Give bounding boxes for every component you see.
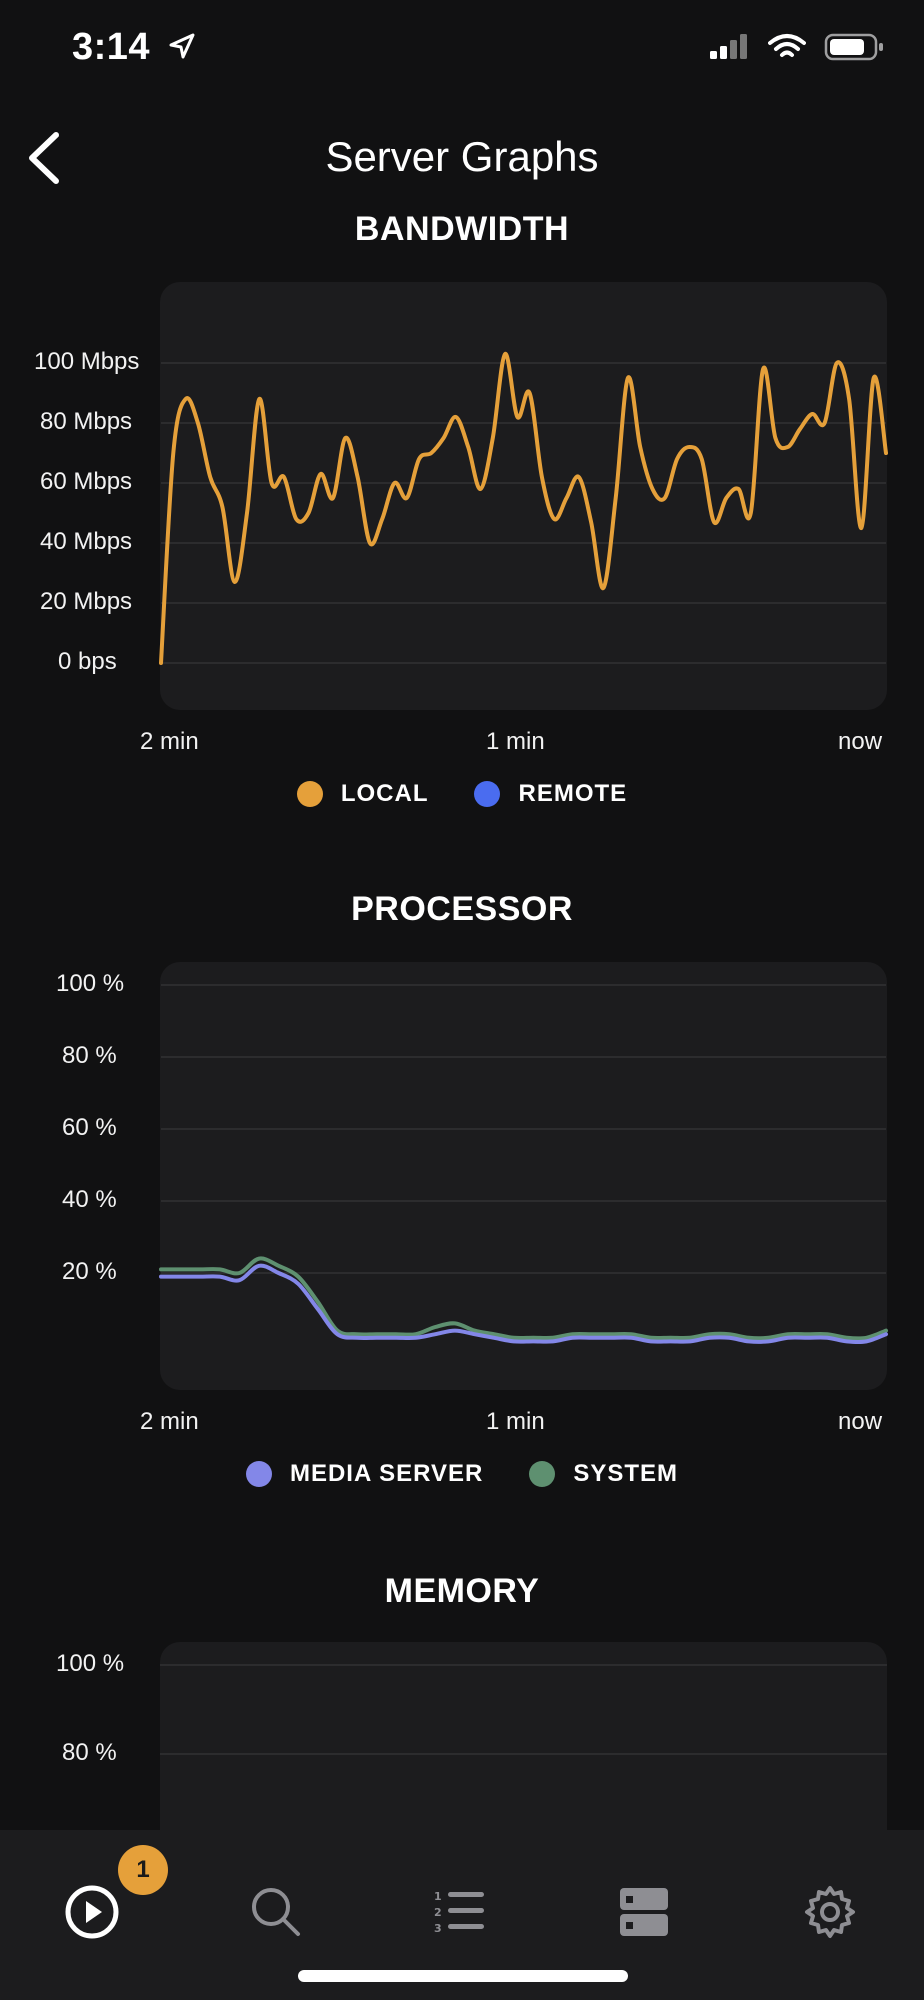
y-tick: 20 Mbps [40,588,133,615]
svg-text:1: 1 [434,1890,442,1903]
y-tick: 100 Mbps [34,348,140,375]
status-icons [710,32,884,62]
legend-local-dot [296,781,323,807]
legend-remote[interactable]: REMOTE [474,780,627,808]
memory-title: MEMORY [384,1572,540,1610]
y-tick: 40 % [62,1186,117,1213]
cellular-signal-icon [710,34,747,59]
legend-system-label: SYSTEM [573,1460,679,1487]
series-line-media-server [159,1263,888,1345]
location-arrow-icon [169,33,195,59]
y-tick: 20 % [62,1258,117,1285]
x-tick: 2 min [140,728,199,755]
navigation-bar: Server Graphs [0,115,924,205]
status-time: 3:14 [72,26,197,69]
legend-media-server[interactable]: MEDIA SERVER [245,1460,484,1488]
x-tick: now [838,728,883,755]
svg-text:2: 2 [434,1906,442,1919]
legend-local[interactable]: LOCAL [296,780,429,808]
tab-search[interactable] [236,1872,316,1952]
tab-settings[interactable] [790,1872,870,1952]
processor-plot-area [160,962,887,1390]
series-line-local [159,351,888,665]
legend-system-dot [529,1461,556,1487]
legend-remote-dot [474,781,501,807]
series-line-system [159,1256,888,1341]
y-tick: 80 % [62,1739,117,1766]
home-indicator [298,1970,628,1982]
y-tick: 0 bps [58,648,117,675]
y-tick: 80 Mbps [40,408,133,435]
x-tick: 2 min [140,1408,199,1435]
play-circle-icon [65,1885,119,1939]
status-bar: 3:14 [0,0,924,100]
y-tick: 60 Mbps [40,468,133,495]
tab-now-playing[interactable] [52,1872,132,1952]
legend-media-server-dot [245,1461,272,1487]
page-title: Server Graphs [325,133,599,180]
now-playing-badge: 1 [118,1845,168,1895]
svg-text:3: 3 [434,1922,442,1935]
legend-media-server-label: MEDIA SERVER [289,1460,484,1487]
gear-icon [805,1886,855,1938]
legend-local-label: LOCAL [340,780,429,807]
processor-title: PROCESSOR [351,890,573,928]
tab-queue[interactable]: 1 2 3 [420,1872,500,1952]
bandwidth-legend: LOCAL REMOTE [0,780,924,808]
bandwidth-plot-area [160,282,887,710]
processor-legend: MEDIA SERVER SYSTEM [0,1460,924,1488]
back-button[interactable] [16,127,76,187]
battery-icon [824,33,883,61]
tab-servers[interactable] [604,1872,684,1952]
server-icon [620,1888,668,1936]
search-icon [252,1888,300,1936]
y-tick: 60 % [62,1114,117,1141]
chevron-left-icon [29,132,59,184]
bandwidth-title: BANDWIDTH [354,210,570,248]
y-tick: 40 Mbps [40,528,133,555]
y-tick: 100 % [56,970,125,997]
y-tick: 80 % [62,1042,117,1069]
y-tick: 100 % [56,1650,125,1677]
x-tick: 1 min [486,1408,545,1435]
wifi-icon [768,34,806,57]
legend-remote-label: REMOTE [518,780,628,807]
x-tick: now [838,1408,883,1435]
numbered-list-icon: 1 2 3 [434,1890,484,1935]
x-tick: 1 min [486,728,545,755]
legend-system[interactable]: SYSTEM [529,1460,678,1488]
